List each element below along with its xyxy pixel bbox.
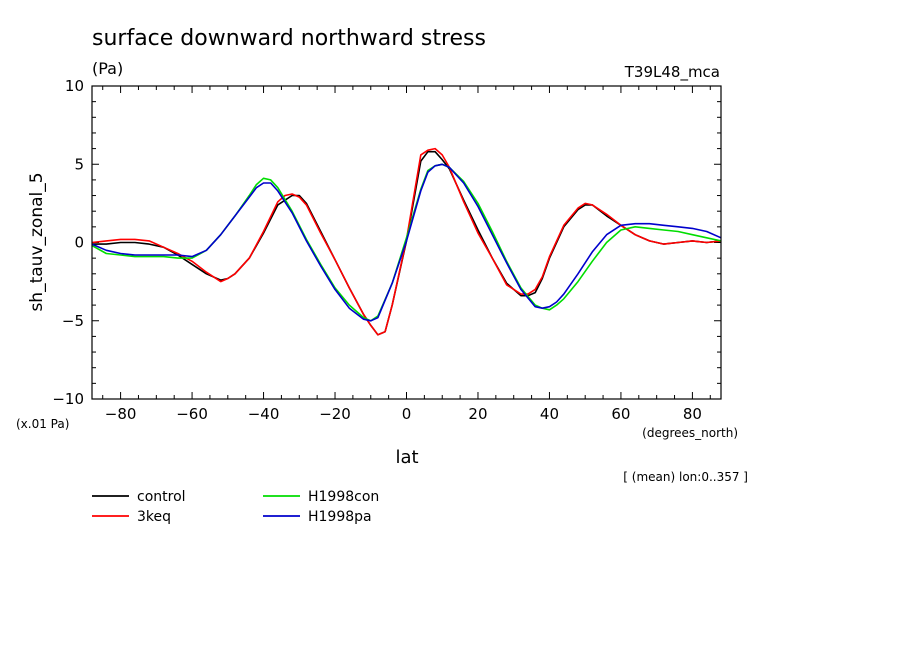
y-tick-label: 10 xyxy=(65,77,84,95)
x-tick-label: −40 xyxy=(248,405,280,423)
y-axis-label: sh_tauv_zonal_5 xyxy=(27,172,47,311)
y-tick-label: −10 xyxy=(52,390,84,408)
legend-label-3keq: 3keq xyxy=(137,509,171,525)
legend-label-h1998pa: H1998pa xyxy=(308,509,372,525)
x-tick-label: 60 xyxy=(611,405,630,423)
x-tick-label: 20 xyxy=(468,405,487,423)
x-tick-label: −80 xyxy=(105,405,137,423)
y-tick-label: 5 xyxy=(74,155,84,173)
legend-label-control: control xyxy=(137,489,186,505)
legend-label-h1998con: H1998con xyxy=(308,489,379,505)
x-tick-label: −20 xyxy=(319,405,351,423)
range-note: [ (mean) lon:0..357 ] xyxy=(623,470,748,484)
experiment-label: T39L48_mca xyxy=(624,63,720,82)
series-line-h1998pa xyxy=(91,163,722,322)
y-tick-label: −5 xyxy=(62,312,84,330)
series-lines xyxy=(91,147,722,336)
plot-frame xyxy=(91,85,722,400)
x-axis-units: (degrees_north) xyxy=(642,426,738,440)
x-axis-label: lat xyxy=(395,447,418,468)
legend: control 3keq H1998con H1998pa xyxy=(92,489,379,525)
x-tick-label: −60 xyxy=(176,405,208,423)
x-tick-label: 80 xyxy=(683,405,702,423)
x-tick-label: 40 xyxy=(540,405,559,423)
axes: −80 −60 −40 −20 0 20 40 60 80 −10 −5 0 5 10 xyxy=(52,77,721,423)
chart-title: surface downward northward stress xyxy=(92,26,486,51)
y-axis-units: (x.01 Pa) xyxy=(16,417,69,431)
x-tick-label: 0 xyxy=(402,405,412,423)
chart-units: (Pa) xyxy=(92,59,123,78)
y-tick-label: 0 xyxy=(74,234,84,252)
